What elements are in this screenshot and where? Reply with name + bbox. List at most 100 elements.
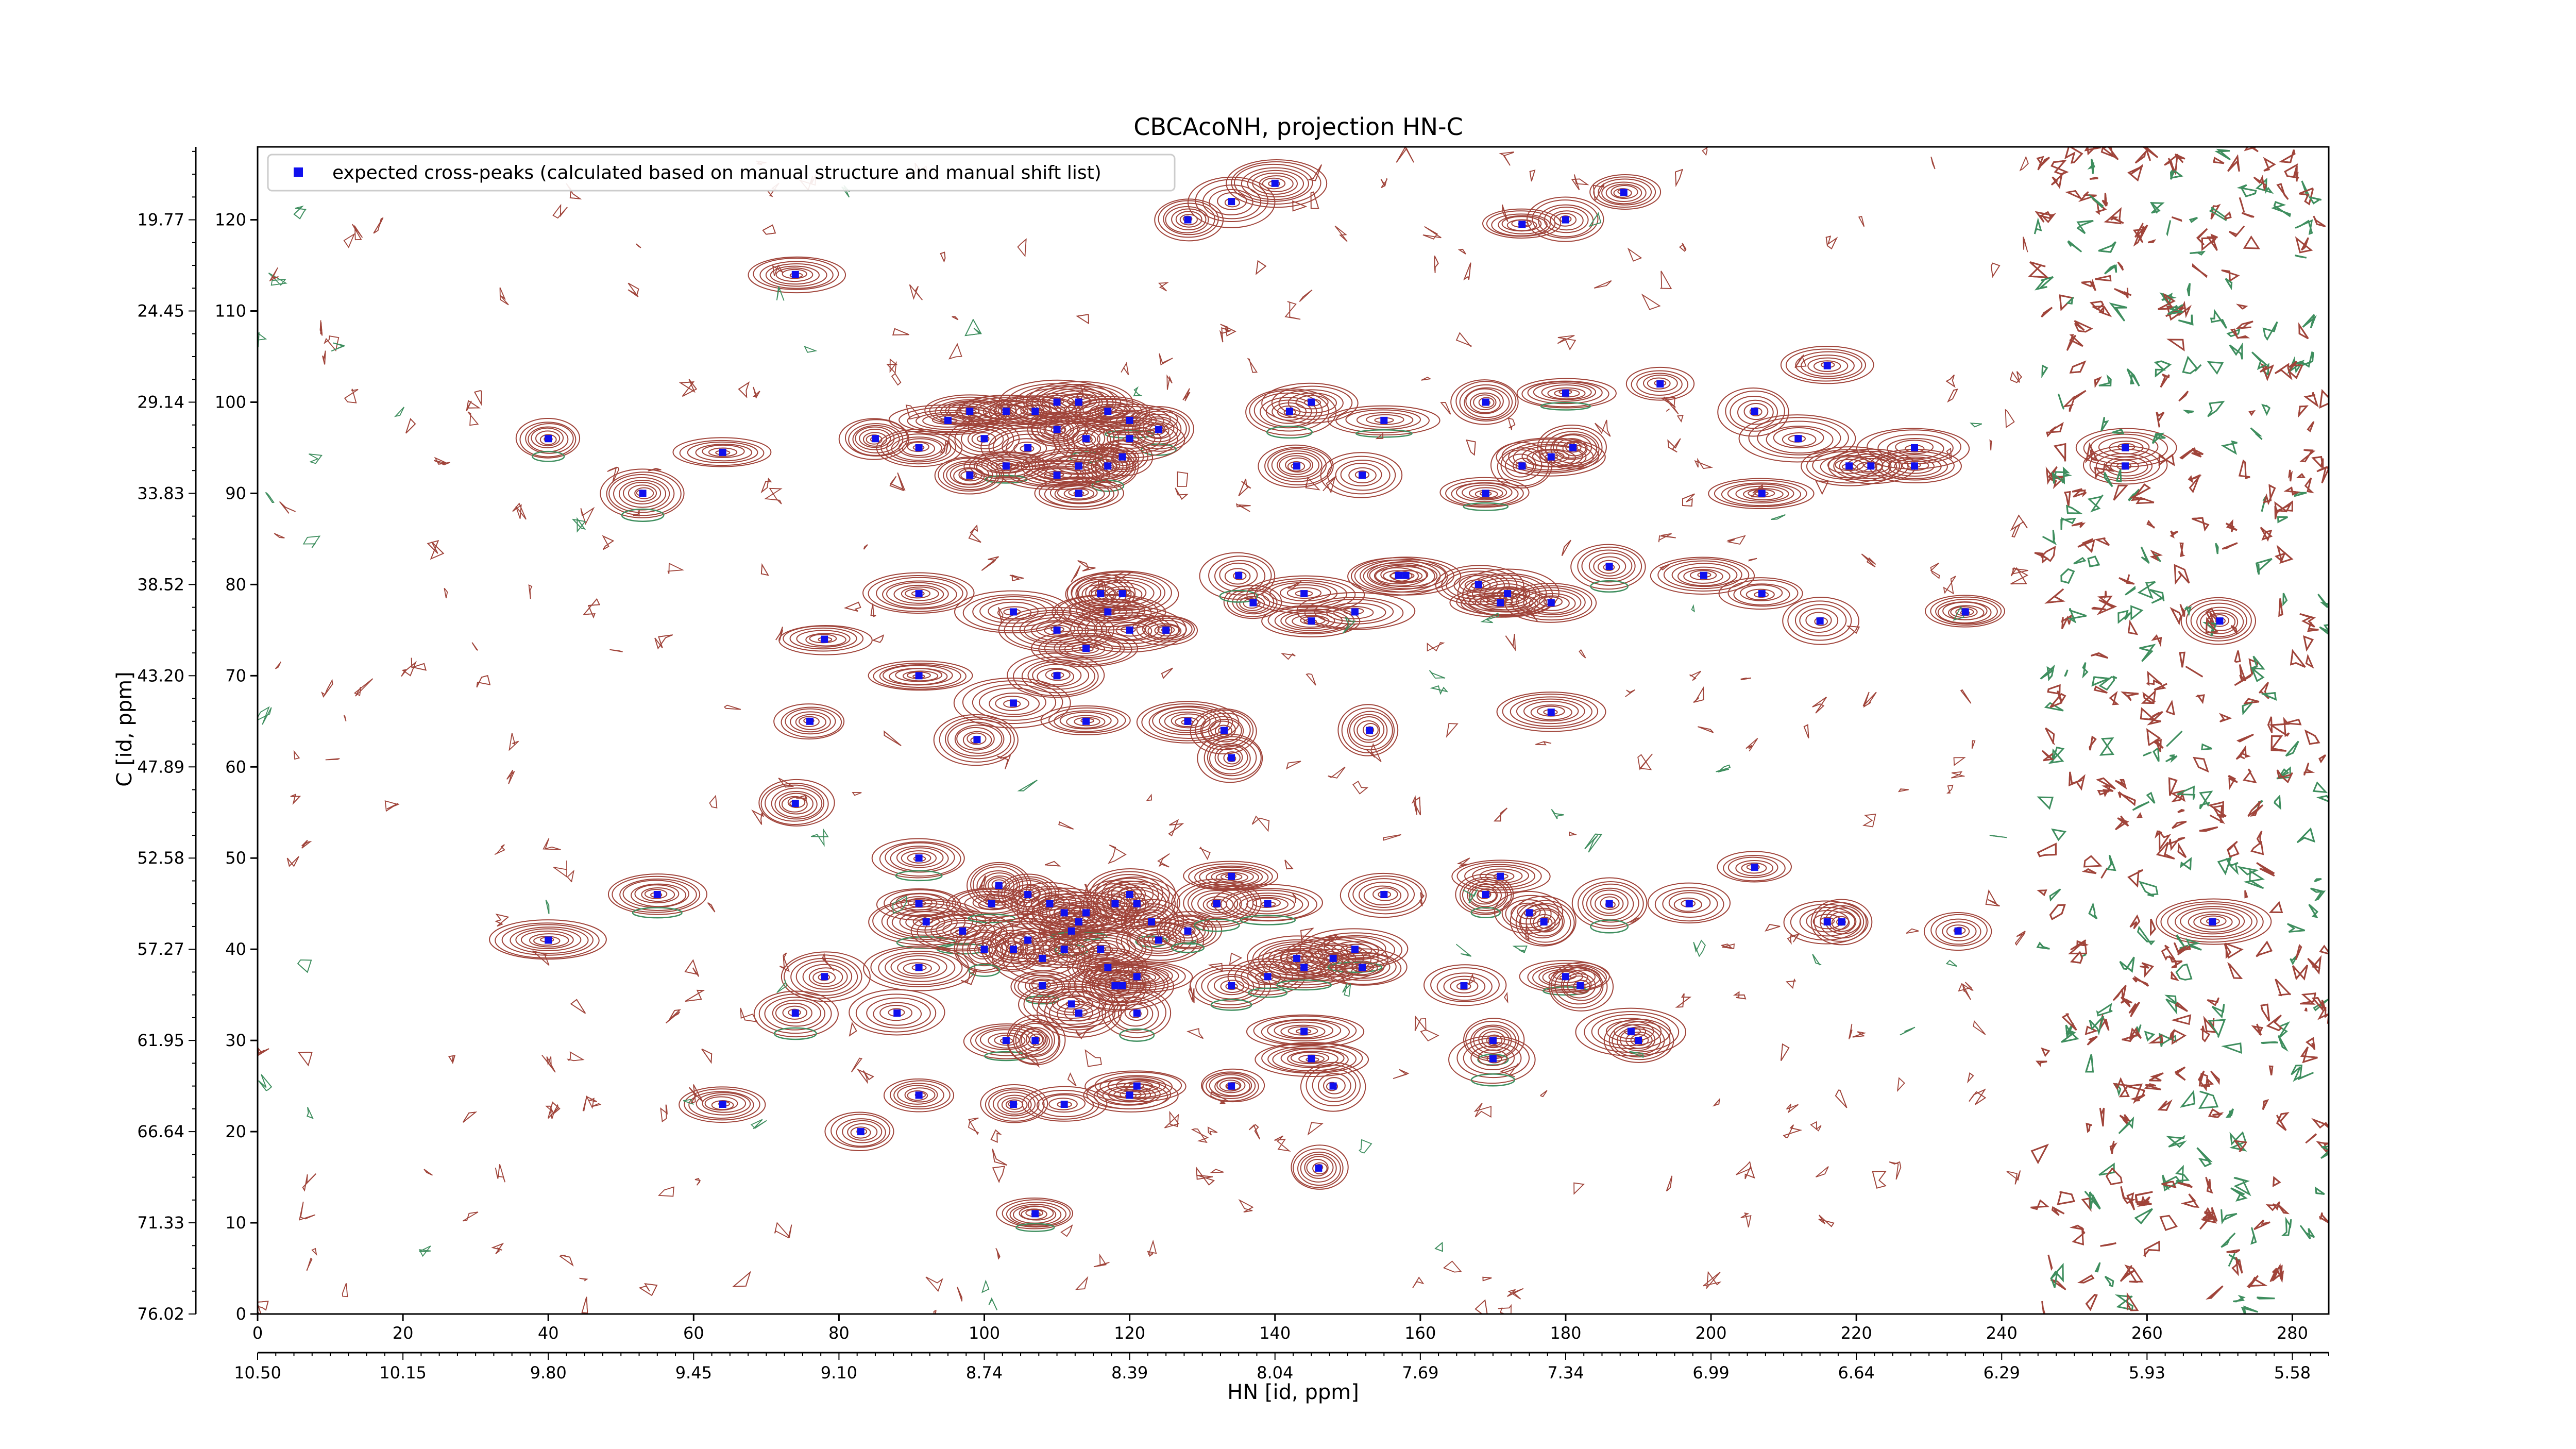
peak-contour (1795, 351, 1862, 379)
peak-contour (1516, 378, 1617, 409)
cross-peak-marker (1053, 471, 1061, 479)
peak-contour (1101, 988, 1172, 1038)
peak-contour (1782, 432, 1817, 447)
noise-contour (849, 1022, 857, 1037)
noise-contour (1675, 169, 1684, 187)
noise-contour-negative (2057, 393, 2065, 410)
noise-contour-negative (1455, 943, 1472, 957)
peak-contour (1154, 198, 1224, 242)
noise-contour (1675, 993, 1692, 1008)
cross-peak-marker (1002, 462, 1010, 470)
noise-contour-negative (2153, 746, 2160, 762)
peak-contour (1799, 608, 1839, 633)
noise-contour (1787, 933, 1800, 945)
noise-contour (1458, 248, 1466, 255)
peak-contour (1267, 605, 1355, 635)
peak-contour (1262, 580, 1348, 608)
noise-contour (1973, 1020, 1986, 1035)
noise-contour (2175, 1002, 2188, 1012)
noise-contour (1084, 1049, 1102, 1067)
noise-contour (2019, 156, 2029, 172)
noise-contour-negative (2221, 1233, 2236, 1248)
peak-contour (1521, 445, 1583, 468)
noise-contour (2157, 1099, 2173, 1111)
noise-contour (427, 540, 445, 560)
noise-contour-negative (2035, 276, 2054, 291)
noise-contour (411, 658, 427, 671)
noise-contour-negative (2299, 1225, 2315, 1239)
noise-contour (1930, 562, 1940, 579)
peak-contour (1383, 570, 1413, 582)
noise-contour (1898, 788, 1909, 793)
noise-contour-negative (1691, 604, 1695, 613)
noise-contour (1694, 458, 1714, 469)
cross-peak-marker (1053, 398, 1061, 406)
peak-contour (1171, 879, 1262, 928)
x-index-tick-label: 40 (538, 1323, 559, 1343)
peak-contour (1740, 584, 1783, 601)
noise-contour (2071, 521, 2086, 528)
peak-contour (1657, 558, 1750, 592)
peak-contour (1523, 701, 1579, 722)
noise-contour-negative (1945, 959, 1957, 967)
noise-contour (473, 390, 482, 406)
peak-contour (760, 783, 829, 825)
noise-contour-negative (2098, 675, 2117, 691)
noise-contour (1412, 1276, 1425, 1288)
peak-contour (771, 787, 823, 820)
peak-contour (1197, 733, 1263, 783)
cross-peak-marker (857, 1128, 865, 1136)
x-index-axis: 0 20 40 60 80 100 120 140 160 180 200 220 240 260 280 (252, 1314, 2308, 1343)
noise-contour (2010, 514, 2028, 531)
noise-contour (2317, 1006, 2329, 1024)
noise-contour (543, 838, 561, 850)
noise-contour-negative (2242, 701, 2253, 716)
noise-contour (2274, 503, 2292, 519)
noise-contour (2132, 975, 2149, 987)
peak-contour (844, 419, 908, 457)
noise-contour (2193, 756, 2209, 773)
peak-contour (1214, 560, 1266, 593)
noise-contour (2283, 486, 2301, 496)
negative-contour (968, 914, 1016, 923)
noise-contour (1292, 200, 1308, 212)
cross-peak-marker (1067, 927, 1075, 935)
noise-contour (2177, 945, 2191, 955)
peak-contour (974, 942, 993, 957)
noise-contour (1953, 757, 1966, 766)
peak-contour (1595, 894, 1624, 914)
cross-peak-marker (1228, 198, 1235, 206)
peak-contour (1505, 899, 1552, 929)
peak-contour (613, 477, 670, 511)
noise-contour (1721, 943, 1735, 949)
peak-contour (679, 1086, 766, 1123)
noise-contour-negative (1463, 889, 1478, 904)
noise-contour (2205, 617, 2219, 634)
cross-peak-marker (1053, 672, 1061, 680)
noise-contour (2209, 804, 2226, 824)
peak-contour (1124, 406, 1194, 452)
peak-contour (954, 724, 1003, 754)
peak-contour (1668, 892, 1711, 914)
noise-contour (707, 902, 716, 913)
noise-contour (1499, 151, 1514, 166)
noise-contour (1219, 327, 1232, 343)
noise-contour (2035, 211, 2053, 223)
peak-contour (1018, 887, 1040, 901)
noise-contour (467, 411, 479, 426)
peak-contour (1123, 1081, 1154, 1091)
noise-contour (1058, 821, 1074, 830)
peak-contour (778, 793, 814, 815)
peak-contour (1745, 588, 1775, 600)
noise-contour-negative (2270, 201, 2291, 217)
peak-contour (1741, 862, 1767, 874)
peak-contour (1545, 431, 1600, 466)
noise-contour (1274, 1135, 1291, 1152)
noise-contour (1076, 314, 1089, 325)
cross-peak-marker (1562, 973, 1569, 981)
peak-contour (902, 670, 939, 682)
noise-contour (2191, 517, 2210, 532)
peak-contour (531, 427, 564, 449)
peak-contour (1787, 600, 1852, 641)
noise-contour (290, 794, 301, 805)
